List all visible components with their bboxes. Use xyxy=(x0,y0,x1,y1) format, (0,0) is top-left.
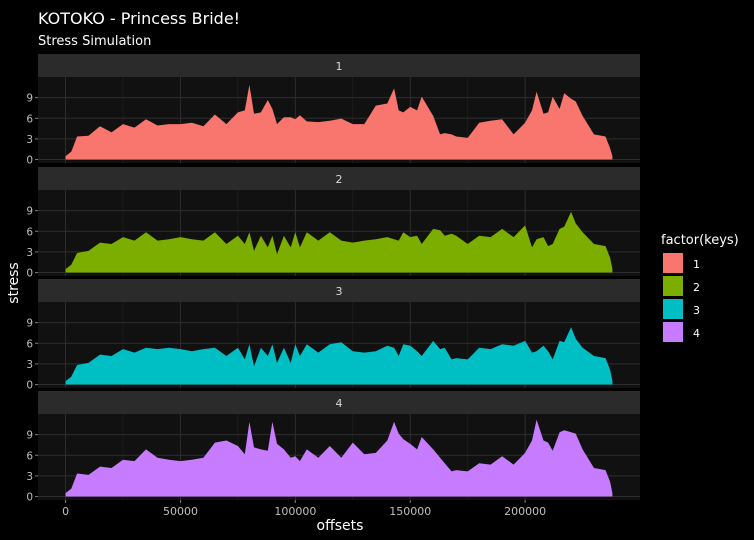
legend-key-3 xyxy=(663,299,683,319)
y-tick-label: 3 xyxy=(26,247,33,259)
legend-key-4 xyxy=(663,322,683,342)
y-tick-label: 3 xyxy=(26,134,33,146)
legend-title: factor(keys) xyxy=(661,233,739,248)
facet-panel-3: 3 0 3 6 9 xyxy=(26,279,640,392)
facet-strip-label: 1 xyxy=(336,60,343,73)
x-axis-label: offsets xyxy=(317,518,364,534)
area-series-1 xyxy=(65,84,613,160)
y-tick-label: 9 xyxy=(26,430,33,442)
x-tick-label: 100000 xyxy=(274,505,316,518)
y-tick-label: 6 xyxy=(26,338,33,350)
y-tick-label: 6 xyxy=(26,113,33,125)
area-series-4 xyxy=(65,419,613,497)
facet-panel-2: 2 0 3 6 9 xyxy=(26,167,640,280)
facet-strip xyxy=(38,167,640,190)
y-tick-label: 9 xyxy=(26,206,33,218)
facet-strip xyxy=(38,54,640,77)
y-tick-label: 0 xyxy=(26,380,33,392)
legend-label: 1 xyxy=(693,258,700,271)
area-series-3 xyxy=(65,327,613,385)
x-tick-label: 50000 xyxy=(163,505,198,518)
facet-strip-label: 4 xyxy=(336,397,343,410)
legend: factor(keys) 1 2 3 4 xyxy=(661,233,739,342)
facet-panels: 1 0 3 6 9 2 0 3 6 9 3 0 3 6 9 4 0 3 6 9 0 50000 100000 150000 20… xyxy=(26,54,640,518)
facet-panel-4: 4 0 3 6 9 xyxy=(26,391,640,504)
y-axis-label: stress xyxy=(6,262,22,303)
x-tick-label: 0 xyxy=(62,505,69,518)
chart-title: KOTOKO - Princess Bride! xyxy=(38,9,240,28)
x-tick-label: 150000 xyxy=(389,505,431,518)
facet-strip-label: 3 xyxy=(336,285,343,298)
facet-panel-1: 1 0 3 6 9 xyxy=(26,54,640,167)
legend-key-1 xyxy=(663,253,683,273)
legend-label: 4 xyxy=(693,327,700,340)
y-tick-label: 0 xyxy=(26,492,33,504)
chart-subtitle: Stress Simulation xyxy=(38,34,151,49)
y-tick-label: 9 xyxy=(26,318,33,330)
legend-label: 2 xyxy=(693,281,700,294)
y-tick-label: 3 xyxy=(26,359,33,371)
legend-label: 3 xyxy=(693,304,700,317)
x-tick-label: 200000 xyxy=(504,505,546,518)
legend-key-2 xyxy=(663,276,683,296)
y-tick-label: 0 xyxy=(26,155,33,167)
y-tick-label: 3 xyxy=(26,471,33,483)
facet-strip xyxy=(38,391,640,414)
facet-strip xyxy=(38,279,640,302)
area-series-2 xyxy=(65,211,613,273)
facet-strip-label: 2 xyxy=(336,173,343,186)
y-tick-label: 6 xyxy=(26,450,33,462)
y-tick-label: 0 xyxy=(26,268,33,280)
y-tick-label: 9 xyxy=(26,93,33,105)
y-tick-label: 6 xyxy=(26,226,33,238)
